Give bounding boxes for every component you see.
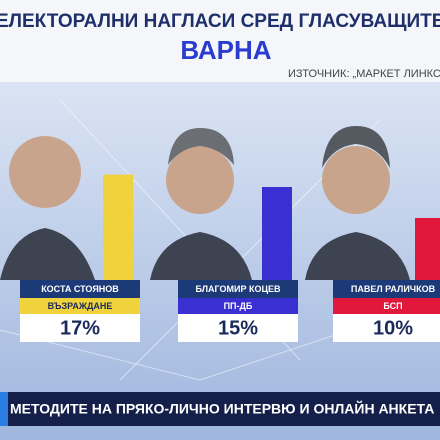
- value-label: 10%: [373, 317, 413, 339]
- subtitle: ВАРНА: [180, 35, 271, 65]
- value-label: 17%: [60, 317, 100, 339]
- party-box: [178, 298, 298, 314]
- portraits: [0, 126, 410, 280]
- ticker-accent: [0, 392, 8, 426]
- bar: [262, 187, 292, 280]
- ticker-band: [0, 392, 440, 426]
- name-box: [178, 280, 298, 298]
- party-name: ВЪЗРАЖДАНЕ: [48, 301, 113, 311]
- party-box: [20, 298, 140, 314]
- value-box: [20, 314, 140, 342]
- party-box: [333, 298, 440, 314]
- name-box: [333, 280, 440, 298]
- ticker-text: МЕТОДИТЕ НА ПРЯКО-ЛИЧНО ИНТЕРВЮ И ОНЛАЙН…: [10, 400, 434, 417]
- source: ИЗТОЧНИК: „МАРКЕТ ЛИНКС“: [288, 68, 440, 80]
- header-band: [0, 0, 440, 82]
- bar: [103, 174, 133, 280]
- bar: [415, 218, 440, 280]
- value-box: [333, 314, 440, 342]
- party-name: ПП-ДБ: [224, 301, 253, 311]
- name-box: [20, 280, 140, 298]
- candidate-name: КОСТА СТОЯНОВ: [41, 284, 119, 294]
- candidate-name: ПАВЕЛ РАЛИЧКОВ: [351, 284, 436, 294]
- value-label: 15%: [218, 317, 258, 339]
- value-box: [178, 314, 298, 342]
- candidate-name: БЛАГОМИР КОЦЕВ: [195, 284, 281, 294]
- party-name: БСП: [383, 301, 402, 311]
- title: ЕЛЕКТОРАЛНИ НАГЛАСИ СРЕД ГЛАСУВАЩИТЕ: [0, 11, 440, 32]
